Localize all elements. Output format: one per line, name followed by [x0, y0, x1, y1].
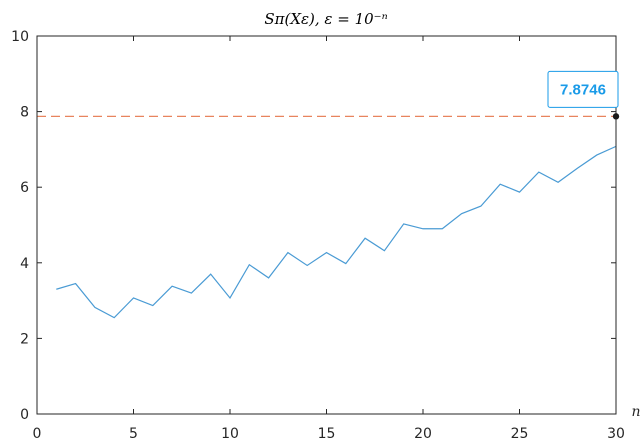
chart-title: Sπ(Xε), ε = 10⁻ⁿ [264, 10, 387, 28]
x-tick-label: 0 [33, 426, 42, 442]
datatip-value: 7.8746 [560, 81, 606, 98]
y-tick-label: 8 [20, 105, 29, 121]
x-tick-label: 15 [318, 426, 336, 442]
x-axis-label: n [631, 404, 640, 420]
y-tick-label: 10 [11, 29, 29, 45]
annotation-layer: 7.8746 [547, 70, 620, 120]
datatip-box [547, 70, 619, 108]
y-tick-label: 4 [20, 256, 29, 272]
y-tick-label: 0 [20, 407, 29, 423]
x-tick-label: 30 [607, 426, 625, 442]
series-layer [37, 115, 617, 319]
y-tick-label: 2 [20, 331, 29, 347]
x-tick-label: 5 [129, 426, 138, 442]
x-tick-label: 25 [511, 426, 529, 442]
x-tick-label: 20 [414, 426, 432, 442]
y-tick-label: 6 [20, 180, 29, 196]
tick-layer: 0 5 10 15 20 25 30 0 2 4 6 8 10 [11, 29, 625, 442]
plot-background [37, 36, 616, 414]
datatip-marker [612, 113, 620, 120]
x-tick-label: 10 [221, 426, 239, 442]
series-line [56, 145, 617, 319]
